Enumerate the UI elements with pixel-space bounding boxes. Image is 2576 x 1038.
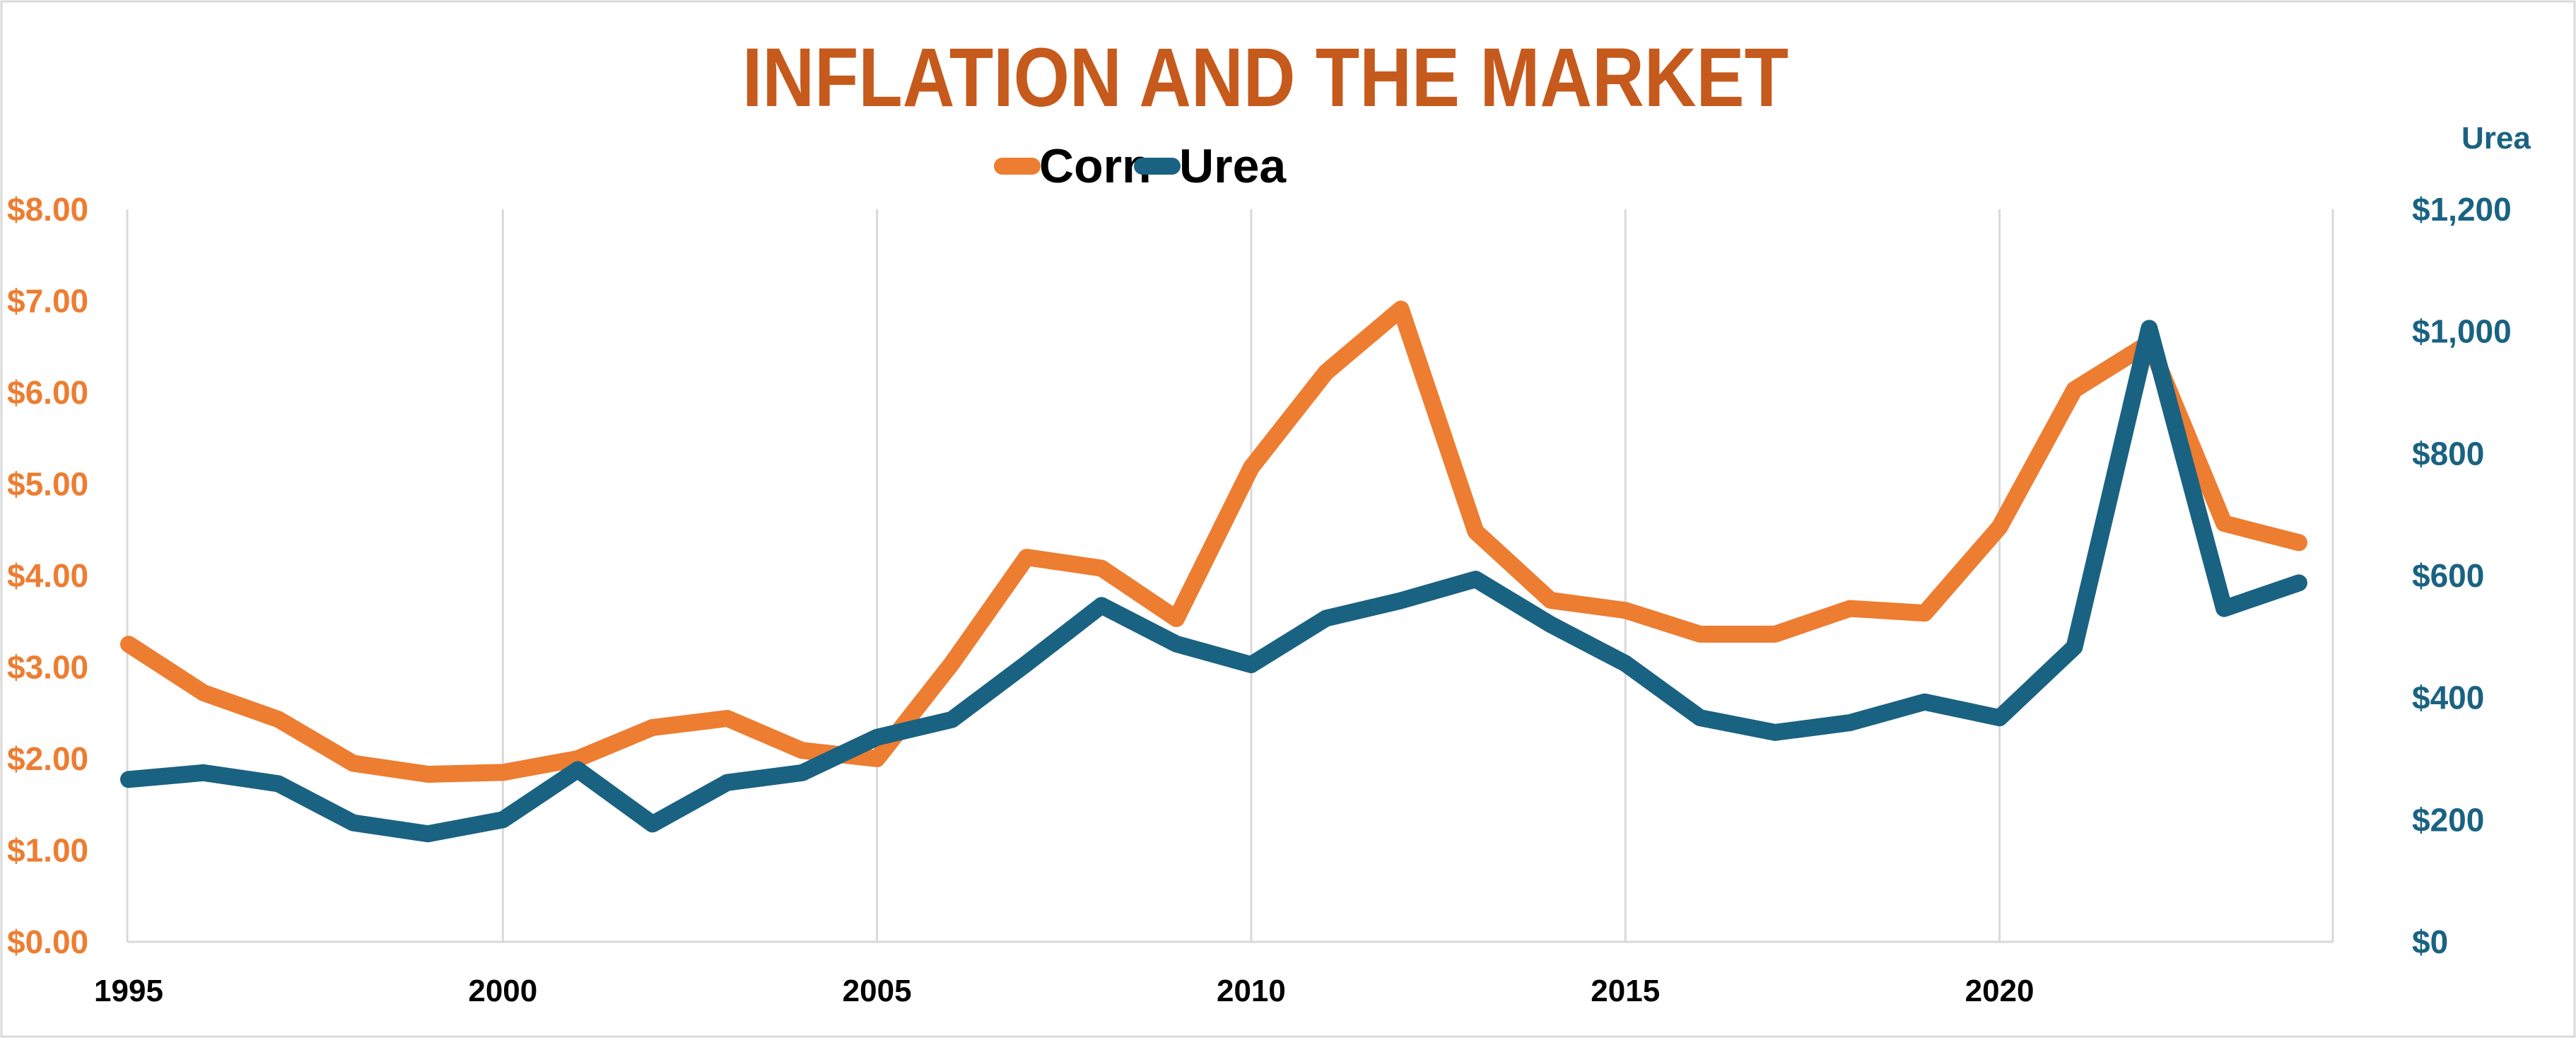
- data-point-corn: [1624, 610, 1627, 612]
- data-point-corn: [652, 726, 654, 728]
- left-tick-label: $1.00: [7, 832, 88, 869]
- data-point-urea: [202, 771, 204, 774]
- data-point-urea: [1924, 701, 1926, 703]
- data-point-corn: [427, 774, 429, 776]
- data-point-corn: [1325, 371, 1327, 373]
- x-tick-label: 1995: [94, 974, 163, 1008]
- left-tick-label: $3.00: [7, 649, 88, 686]
- data-point-urea: [1998, 717, 2001, 719]
- data-point-urea: [577, 769, 579, 771]
- data-point-urea: [1849, 722, 1851, 724]
- left-tick-label: $7.00: [7, 283, 88, 320]
- data-point-corn: [876, 758, 878, 759]
- data-point-corn: [352, 762, 354, 764]
- x-tick-label: 2005: [843, 974, 912, 1008]
- series-line-corn: [120, 301, 2307, 783]
- data-point-urea: [726, 781, 728, 783]
- legend-label-urea: Urea: [1179, 139, 1287, 193]
- data-point-urea: [2298, 582, 2300, 584]
- left-tick-label: $8.00: [7, 191, 88, 228]
- data-point-corn: [1550, 599, 1552, 601]
- data-point-urea: [1026, 663, 1028, 665]
- data-point-urea: [652, 823, 654, 825]
- data-point-corn: [801, 750, 803, 752]
- data-point-corn: [1176, 617, 1178, 619]
- data-point-urea: [1624, 663, 1627, 665]
- data-point-corn: [1475, 530, 1477, 532]
- data-point-corn: [1400, 308, 1402, 310]
- x-tick-label: 2015: [1591, 974, 1660, 1008]
- data-point-urea: [277, 783, 279, 785]
- data-point-urea: [2223, 607, 2225, 610]
- right-axis-title: Urea: [2461, 121, 2531, 156]
- data-point-urea: [1325, 617, 1327, 619]
- data-point-urea: [128, 778, 129, 781]
- left-tick-label: $5.00: [7, 466, 88, 503]
- data-point-corn: [277, 718, 279, 721]
- data-point-corn: [502, 771, 504, 774]
- data-point-corn: [1101, 567, 1103, 569]
- data-point-urea: [2073, 646, 2076, 648]
- right-tick-label: $400: [2412, 680, 2484, 716]
- data-point-corn: [2298, 542, 2300, 544]
- data-point-urea: [951, 718, 953, 721]
- data-point-urea: [1550, 624, 1552, 626]
- data-point-urea: [1699, 717, 1702, 719]
- data-point-corn: [1998, 526, 2001, 528]
- left-tick-label: $0.00: [7, 923, 88, 960]
- data-point-corn: [1924, 612, 1926, 614]
- data-point-urea: [1250, 664, 1252, 666]
- data-point-urea: [801, 771, 803, 774]
- right-tick-label: $600: [2412, 557, 2484, 594]
- left-tick-label: $2.00: [7, 740, 88, 777]
- data-point-corn: [577, 758, 579, 759]
- data-point-corn: [951, 663, 953, 665]
- data-point-corn: [1699, 633, 1702, 635]
- left-tick-label: $6.00: [7, 374, 88, 411]
- x-tick-label: 2020: [1965, 974, 2035, 1008]
- right-tick-label: $1,200: [2412, 191, 2512, 228]
- data-point-urea: [1176, 643, 1178, 645]
- data-point-corn: [726, 718, 728, 720]
- data-point-urea: [1774, 731, 1776, 733]
- data-point-corn: [202, 692, 204, 694]
- data-point-urea: [352, 822, 354, 824]
- right-tick-label: $800: [2412, 435, 2484, 472]
- data-point-urea: [1101, 605, 1103, 607]
- data-point-urea: [876, 736, 878, 738]
- x-tick-label: 2010: [1217, 974, 1286, 1008]
- data-point-urea: [502, 819, 504, 821]
- data-point-corn: [1250, 467, 1252, 469]
- data-point-urea: [427, 833, 429, 835]
- data-point-urea: [1475, 578, 1477, 581]
- right-tick-label: $0: [2412, 923, 2448, 960]
- series-line-urea: [120, 320, 2307, 843]
- legend: Corn Urea: [994, 139, 1287, 193]
- data-point-corn: [1849, 607, 1851, 610]
- right-tick-label: $1,000: [2412, 313, 2512, 350]
- x-tick-label: 2000: [468, 974, 537, 1008]
- data-point-urea: [2148, 327, 2150, 330]
- data-point-corn: [1026, 556, 1028, 559]
- left-tick-label: $4.00: [7, 557, 88, 594]
- data-point-corn: [2073, 389, 2076, 391]
- data-point-corn: [1774, 633, 1776, 635]
- legend-label-corn: Corn: [1039, 139, 1152, 193]
- chart-title: INFLATION AND THE MARKET: [742, 31, 1788, 124]
- data-point-urea: [1400, 600, 1402, 602]
- data-point-corn: [128, 643, 129, 646]
- data-point-corn: [2223, 523, 2225, 525]
- right-tick-label: $200: [2412, 801, 2484, 838]
